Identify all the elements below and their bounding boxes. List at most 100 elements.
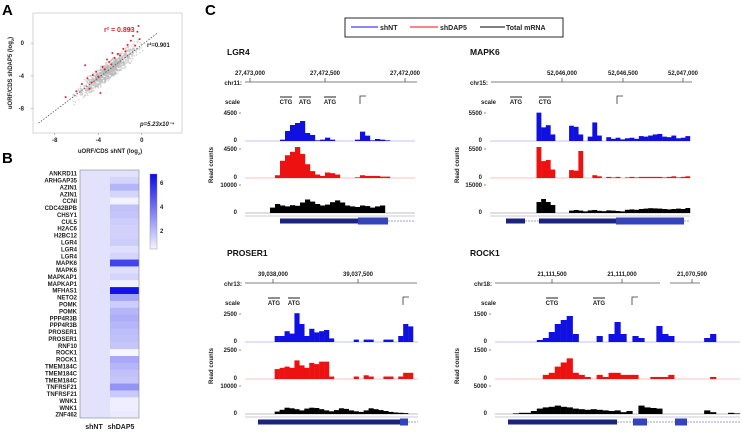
gray-point <box>94 82 97 85</box>
coverage-bar-shnt <box>330 139 336 141</box>
gray-point <box>118 58 121 61</box>
heatmap-cell-shdap5 <box>110 307 139 315</box>
coverage-bar-shdap5 <box>289 367 295 379</box>
coverage-bar-shdap5 <box>370 175 376 178</box>
coverage-bar-shdap5 <box>295 147 301 178</box>
gray-point <box>101 69 104 72</box>
coverage-bar-total <box>592 210 598 213</box>
heatmap-row-label: TMEM184C <box>45 378 78 384</box>
heatmap-cell-shdap5 <box>110 170 139 178</box>
gray-point <box>85 87 88 90</box>
red-point <box>113 56 116 59</box>
red-point <box>88 87 91 90</box>
coverage-bar-total <box>398 412 404 414</box>
coverage-bar-shnt <box>676 138 681 141</box>
heatmap-row-label: PPP4R3B <box>50 323 78 329</box>
coverage-bar-shdap5 <box>626 374 633 379</box>
coverage-bar-shdap5 <box>365 175 371 178</box>
coverage-bar-total <box>373 409 379 414</box>
gray-point <box>124 59 127 61</box>
red-point <box>116 52 119 55</box>
gray-point <box>132 52 135 55</box>
coverage-bar-shdap5 <box>275 175 281 178</box>
coverage-bar-shnt <box>310 135 316 141</box>
coverage-bar-shnt <box>279 336 285 342</box>
heatmap-cell-shnt <box>80 245 110 253</box>
heatmap-cell-shdap5 <box>110 232 139 240</box>
heatmap-cell-shdap5 <box>110 328 139 336</box>
coverage-bar-shdap5 <box>554 366 561 379</box>
coverage-bar-shnt <box>360 131 366 141</box>
gray-point <box>123 67 126 70</box>
coverage-bar-total <box>279 409 285 414</box>
coverage-bar-total <box>676 208 681 213</box>
heatmap-cell-shdap5 <box>110 404 139 412</box>
coverage-bar-shdap5 <box>329 376 335 379</box>
coordinate-label: 39,038,000 <box>258 272 289 278</box>
track-scale-zero: 0 <box>479 210 483 216</box>
y-axis-label: Read counts <box>209 146 215 183</box>
gray-point <box>100 71 103 74</box>
coverage-bar-total <box>554 405 561 414</box>
coverage-bar-total <box>274 411 280 414</box>
red-point <box>97 75 100 78</box>
track-scale-max: 5500 <box>469 147 483 153</box>
coverage-bar-shdap5 <box>536 147 542 178</box>
heatmap-cell-shnt <box>80 218 110 226</box>
track-scale-zero: 0 <box>234 175 238 181</box>
gray-point <box>104 80 107 83</box>
coverage-bar-shdap5 <box>279 367 285 379</box>
red-point <box>90 81 93 84</box>
coverage-bar-shdap5 <box>596 176 602 178</box>
coverage-bar-shdap5 <box>578 150 584 178</box>
coverage-bar-shnt <box>710 334 717 342</box>
heatmap-row-labels: ANKRD11ARHGAP35AZIN1AZIN1CCNICDC42BPBCHS… <box>44 172 77 419</box>
red-point <box>137 25 140 28</box>
coverage-bar-shnt <box>329 338 335 342</box>
coverage-bar-shdap5 <box>671 176 677 178</box>
coverage-bar-shnt <box>305 133 311 141</box>
coverage-bar-shdap5 <box>294 360 300 379</box>
coverage-bar-total <box>536 202 542 213</box>
coverage-bar-total <box>388 411 394 414</box>
coverage-bar-total <box>610 210 616 213</box>
coverage-bar-total <box>365 206 371 213</box>
track-scale-max: 2500 <box>224 312 238 318</box>
legend-label-shdap5: shDAP5 <box>440 25 467 32</box>
coverage-bar-total <box>666 209 672 213</box>
coverage-bar-total <box>590 409 597 414</box>
coverage-bar-shnt <box>662 334 669 342</box>
coverage-bar-shdap5 <box>385 176 391 178</box>
gray-point <box>95 75 98 78</box>
coverage-bar-shnt <box>596 336 603 342</box>
heatmap-cell-shdap5 <box>110 259 139 267</box>
red-point <box>86 77 89 80</box>
gray-point <box>128 61 130 64</box>
gray-point <box>121 52 124 55</box>
coverage-bar-shdap5 <box>380 176 386 178</box>
gray-point <box>113 60 116 63</box>
colorbar-tick: 2 <box>160 229 164 235</box>
gray-point <box>83 84 86 87</box>
gray-point <box>99 66 102 69</box>
gray-point <box>114 71 117 74</box>
coverage-bar-shdap5 <box>305 164 311 178</box>
r2-gray-label: r²=0.901 <box>147 42 171 49</box>
coverage-bar-total <box>289 408 295 414</box>
coverage-bar-shdap5 <box>592 175 598 178</box>
coverage-bar-shdap5 <box>614 372 621 379</box>
heatmap-cell-shnt <box>80 225 110 233</box>
heatmap-row-label: POMK <box>59 309 78 315</box>
gene-cds <box>358 217 388 225</box>
heatmap-cell-shdap5 <box>110 342 139 350</box>
coverage-bar-total <box>615 211 621 213</box>
track-scale-zero: 0 <box>234 210 238 216</box>
heatmap-cell-shnt <box>80 266 110 274</box>
coverage-bar-total <box>345 205 351 213</box>
heatmap-row-label: PROSER1 <box>48 330 77 336</box>
gray-point <box>132 45 135 48</box>
coverage-bar-total <box>620 211 626 213</box>
coverage-bar-shdap5 <box>685 176 691 178</box>
gray-point <box>101 76 104 78</box>
